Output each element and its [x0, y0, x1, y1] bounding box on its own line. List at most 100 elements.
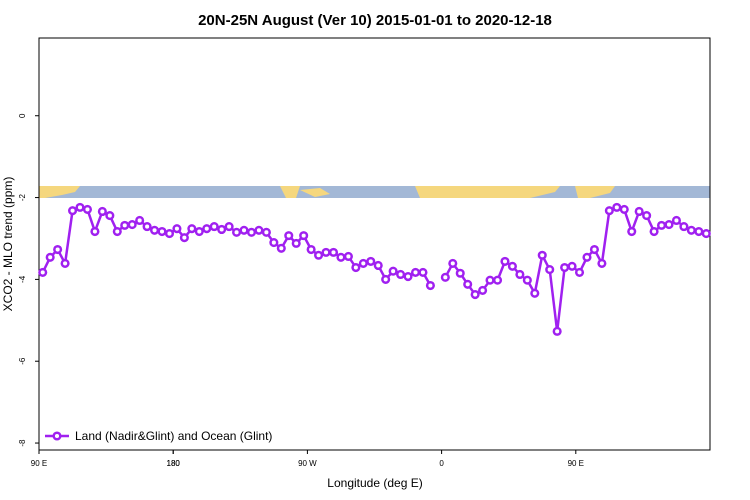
point [291, 238, 301, 248]
point [388, 266, 398, 276]
point [328, 247, 339, 257]
point [373, 260, 383, 271]
point [68, 206, 78, 216]
point [232, 227, 242, 237]
point [448, 258, 458, 268]
point [478, 285, 488, 295]
point [284, 231, 294, 241]
point [142, 222, 152, 232]
point [612, 202, 622, 212]
point [135, 215, 145, 226]
point [351, 262, 361, 273]
point [627, 226, 637, 237]
point [366, 256, 376, 266]
point [642, 211, 652, 221]
point [679, 222, 689, 232]
point [500, 256, 510, 266]
point [276, 243, 286, 253]
point [306, 244, 316, 255]
chart-title: 20N-25N August (Ver 10) 2015-01-01 to 20… [198, 12, 552, 29]
point [604, 206, 614, 216]
point [656, 220, 667, 230]
y-tick-label: -2 [18, 193, 27, 201]
point [560, 262, 570, 273]
plot-frame [38, 37, 711, 451]
point [105, 211, 115, 221]
point [358, 258, 368, 268]
x-axis-label: Longitude (deg E) [327, 476, 422, 490]
point [597, 258, 607, 268]
point [150, 225, 160, 235]
legend-marker [52, 431, 62, 441]
x-tick-label: 90 W [298, 459, 317, 468]
point [552, 326, 562, 336]
point [463, 279, 473, 289]
point [515, 269, 525, 280]
point [396, 269, 406, 280]
point [157, 226, 167, 237]
point [440, 272, 450, 282]
point [321, 247, 331, 257]
point [127, 220, 137, 230]
point [53, 244, 63, 255]
point [60, 258, 70, 268]
point [671, 215, 682, 226]
point [455, 268, 465, 278]
point [45, 252, 55, 262]
point [574, 267, 585, 277]
point [537, 250, 547, 260]
point [567, 261, 577, 271]
point [492, 275, 503, 285]
point [485, 275, 495, 285]
point [507, 261, 517, 271]
x-tick-label: 180 [167, 459, 181, 468]
point [410, 267, 421, 277]
point [545, 265, 555, 275]
point [686, 225, 696, 235]
point [269, 238, 279, 248]
point [75, 202, 85, 212]
point [224, 222, 234, 232]
point [246, 227, 257, 237]
series-line [41, 206, 707, 332]
point [314, 250, 324, 260]
point [336, 252, 346, 262]
legend-label: Land (Nadir&Glint) and Ocean (Glint) [75, 429, 272, 443]
point [694, 226, 704, 237]
point [254, 225, 264, 235]
point [589, 244, 599, 255]
point [343, 251, 353, 262]
x-tick-label: 0 [439, 459, 444, 468]
point [187, 224, 197, 234]
point [649, 226, 659, 237]
point [418, 267, 428, 277]
point [299, 231, 309, 241]
y-tick-label: -8 [18, 439, 27, 447]
point [38, 267, 48, 277]
point [172, 224, 182, 234]
map-strip [39, 186, 710, 198]
point [664, 220, 674, 230]
point [209, 222, 219, 232]
point [261, 227, 271, 237]
point [239, 225, 249, 235]
point [194, 226, 204, 237]
x-tick-label: 180 [167, 459, 181, 468]
point [82, 204, 93, 214]
point [619, 204, 629, 214]
y-tick-label: 0 [18, 113, 27, 118]
point [425, 280, 435, 291]
point [470, 289, 480, 300]
point [179, 233, 189, 243]
y-axis-label: XCO2 - MLO trend (ppm) [1, 177, 15, 312]
point [217, 224, 227, 235]
y-tick-label: -6 [18, 357, 27, 365]
point [403, 271, 413, 282]
point [112, 226, 122, 237]
point [634, 206, 644, 217]
point [164, 229, 175, 239]
point [701, 229, 711, 239]
point [97, 206, 107, 217]
x-tick-label: 90 E [568, 459, 584, 468]
